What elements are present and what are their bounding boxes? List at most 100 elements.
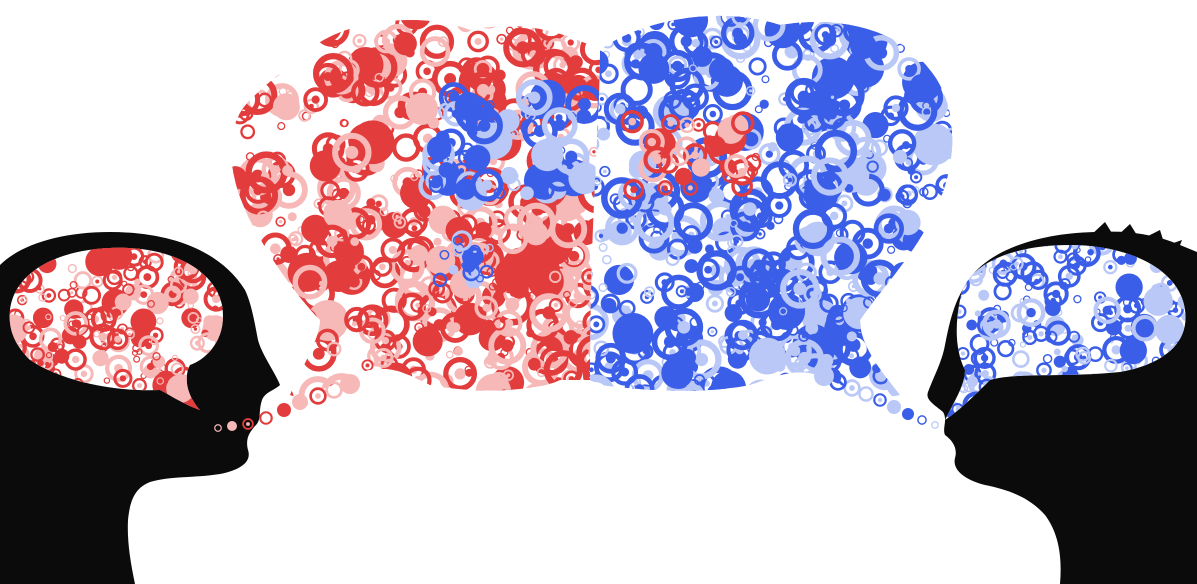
bubble-circle	[470, 20, 505, 29]
bubble-circle	[282, 165, 293, 176]
trail-circle	[887, 400, 901, 414]
bubble-circle	[1053, 348, 1061, 356]
bubble-circle	[393, 32, 417, 56]
bubble-circle	[814, 129, 858, 173]
bubble-circle	[745, 287, 771, 312]
bubble-circle	[349, 254, 374, 279]
trail-circle	[242, 418, 254, 430]
bubble-circle	[590, 284, 600, 310]
bubble-circle	[927, 287, 951, 311]
bubble-circle	[527, 357, 541, 371]
bubble-circle	[820, 236, 861, 277]
bubble-circle	[217, 75, 229, 87]
bubble-circle	[433, 237, 442, 246]
bubble-circle	[361, 359, 374, 372]
bubble-circle	[346, 315, 363, 332]
bubble-circle	[527, 291, 538, 302]
bubble-circle	[170, 362, 184, 376]
bubble-circle	[30, 347, 45, 362]
bubble-circle	[399, 20, 432, 30]
bubble-circle	[133, 355, 141, 363]
bubble-circle	[748, 387, 769, 397]
bubble-circle	[751, 152, 760, 162]
bubble-circle	[271, 297, 292, 318]
bubble-circle	[940, 198, 953, 211]
bubble-circle	[374, 72, 384, 83]
bubble-circle	[257, 31, 283, 56]
bubble-circle	[379, 207, 389, 217]
bubble-circle	[745, 85, 756, 96]
bubble-circle	[872, 364, 882, 374]
bubble-circle	[519, 20, 528, 24]
bubble-circle	[638, 53, 670, 84]
bubble-circle	[106, 269, 123, 286]
bubble-circle	[37, 359, 44, 367]
bubble-circle	[243, 38, 286, 81]
bubble-circle	[777, 372, 794, 389]
bubble-circle	[428, 280, 446, 298]
bubble-circle	[598, 63, 619, 85]
bubble-circle	[548, 270, 562, 284]
bubble-circle	[417, 205, 431, 218]
bubble-circle	[752, 15, 786, 42]
bubble-circle	[924, 37, 936, 49]
bubble-circle	[918, 7, 925, 14]
bubble-circle	[22, 321, 36, 334]
bubble-circle	[835, 229, 844, 238]
bubble-circle	[879, 310, 921, 351]
bubble-circle	[600, 34, 615, 49]
bubble-circle	[90, 306, 117, 332]
bubble-circle	[859, 15, 902, 27]
bubble-circle	[569, 384, 594, 397]
bubble-circle	[997, 339, 1015, 358]
bubble-circle	[921, 183, 939, 200]
bubble-circle	[114, 293, 132, 311]
bubble-circle	[726, 389, 737, 397]
bubble-circle	[315, 224, 349, 259]
bubble-circle	[298, 109, 311, 122]
bubble-circle	[945, 245, 963, 266]
bubble-circle	[661, 356, 694, 389]
bubble-circle	[1084, 256, 1092, 263]
bubble-circle	[730, 111, 755, 135]
bubble-circle	[247, 249, 264, 266]
bubble-circle	[475, 221, 492, 239]
bubble-circle	[443, 356, 478, 391]
bubble-circle	[1154, 314, 1185, 345]
bubble-circle	[484, 319, 495, 330]
bubble-circle	[231, 58, 239, 68]
bubble-circle	[926, 303, 937, 314]
bubble-circle	[707, 326, 718, 337]
bubble-circle	[231, 236, 238, 249]
bubble-circle	[122, 283, 135, 297]
bubble-circle	[422, 303, 432, 313]
bubble-circle	[612, 312, 654, 354]
trail-circle	[214, 424, 222, 432]
bubble-circle	[535, 377, 577, 397]
bubble-circle	[772, 40, 803, 71]
bubble-circle	[845, 48, 885, 88]
bubble-circle	[1023, 275, 1033, 284]
bubble-circle	[966, 319, 978, 331]
bubble-circle	[564, 20, 594, 25]
bubble-circle	[691, 158, 711, 177]
bubble-circle	[552, 138, 590, 175]
bubble-circle	[419, 36, 451, 67]
bubble-circle	[231, 234, 233, 260]
bubble-circle	[502, 20, 516, 25]
bubble-circle	[534, 20, 569, 42]
bubble-circle	[817, 99, 847, 130]
trail-circle	[902, 408, 914, 420]
bubble-circle	[883, 95, 909, 121]
right-speech-bubble	[590, 7, 953, 397]
bubble-circle	[503, 28, 543, 68]
bubble-circle	[679, 117, 695, 134]
bubble-circle	[914, 328, 934, 349]
bubble-circle	[961, 247, 974, 260]
bubble-circle	[675, 285, 688, 298]
bubble-circle	[161, 377, 169, 385]
bubble-circle	[839, 304, 848, 313]
bubble-circle	[877, 121, 887, 131]
bubble-circle	[814, 23, 837, 46]
bubble-circle	[156, 317, 164, 325]
